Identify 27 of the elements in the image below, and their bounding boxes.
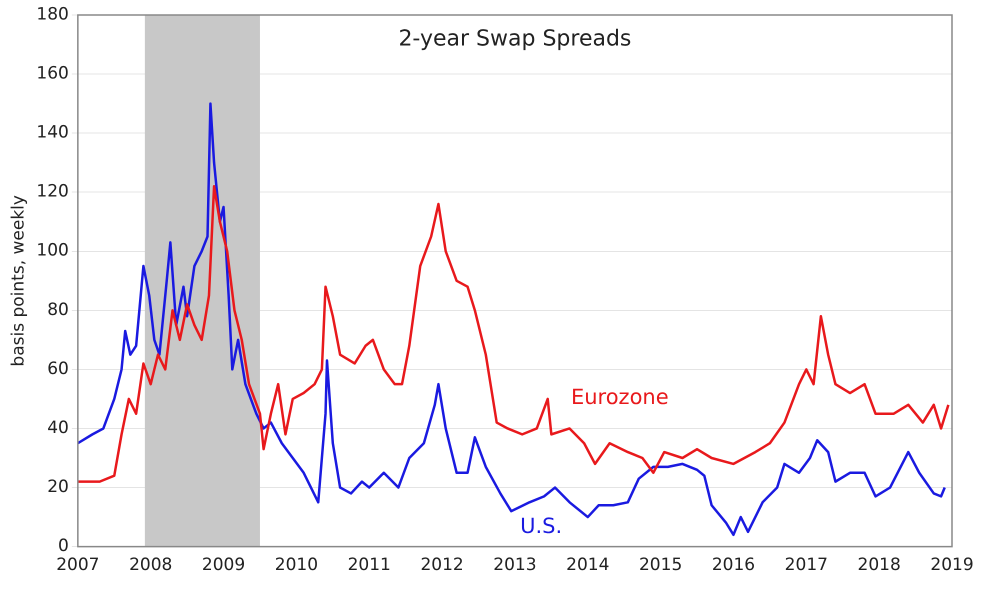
y-tick-label: 120 [36,182,69,202]
series-label: Eurozone [570,385,669,410]
x-tick-label: 2019 [930,555,974,576]
text: 2-year Swap Spreads [398,26,632,52]
x-tick-label: 2018 [858,555,901,576]
x-tick-label: 2010 [274,555,318,576]
x-tick-label: 2014 [566,555,610,576]
y-tick-label: 60 [47,358,69,379]
x-tick-label: 2016 [712,555,756,576]
x-tick-label: 2013 [493,555,537,576]
y-tick-label: 160 [36,63,69,84]
x-tick-label: 2015 [638,555,682,576]
x-tick-label: 2017 [784,555,828,576]
y-tick-label: 0 [58,536,69,556]
y-tick-label: 40 [47,418,69,438]
x-tick-label: 2008 [129,555,172,576]
x-tick-label: 2009 [202,555,246,576]
x-tick-label: 2007 [56,555,100,576]
y-tick-label: 20 [47,476,69,497]
y-tick-label: 140 [36,122,69,143]
y-tick-label: 80 [47,300,69,320]
y-axis-title: basis points, weekly [8,195,29,367]
series-label: U.S. [520,514,562,538]
y-tick-label: 100 [36,240,69,261]
y-tick-label: 180 [36,4,69,24]
x-tick-label: 2012 [420,555,464,576]
x-tick-label: 2011 [348,555,391,576]
